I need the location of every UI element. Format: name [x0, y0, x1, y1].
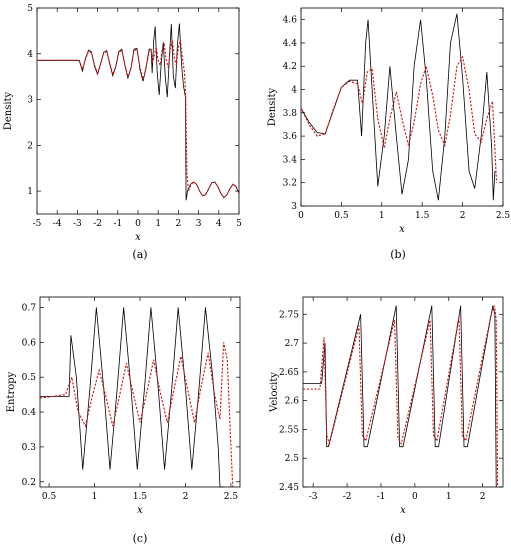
x-axis-label: x	[135, 232, 141, 243]
y-tick-label: 2.5	[285, 454, 300, 464]
x-tick-label: 0	[135, 219, 141, 229]
panel-a: -5 -4 -3 -2 -1 0 1 2 3 4 5 1 2 3 4 5 x Density (a)	[3, 4, 242, 261]
y-tick-label: 5	[27, 4, 33, 14]
y-tick-label: 3.6	[283, 132, 298, 142]
y-tick-label: 0.4	[22, 408, 37, 418]
x-tick-label: 3	[196, 219, 202, 229]
x-tick-label: 2	[480, 492, 486, 502]
x-tick-label: 0	[412, 492, 418, 502]
x-tick-label: 2.5	[496, 211, 511, 221]
y-tick-label: 3.2	[283, 179, 297, 189]
plot-frame	[302, 296, 504, 488]
x-tick-label: -1	[113, 219, 122, 229]
panel-b: 0 0.5 1 1.5 2 2.5 3 3.2 3.4 3.6 3.8 4 4.2 4.4 4.6 x Dens…	[267, 7, 511, 261]
y-tick-label: 2.65	[279, 368, 299, 378]
x-tick-label: 0	[298, 211, 304, 221]
panel-label: (a)	[132, 248, 147, 261]
numerical-solution-line	[39, 342, 234, 488]
x-tick-label: -5	[33, 219, 42, 229]
y-tick-label: 2	[27, 141, 33, 151]
x-tick-label: -2	[343, 492, 352, 502]
plot-frame	[300, 7, 504, 207]
numerical-solution-line	[37, 39, 240, 199]
y-tick-label: 0.3	[22, 443, 37, 453]
x-tick-label: 2.5	[224, 492, 239, 502]
numerical-solution-line	[300, 55, 498, 183]
x-axis-label: x	[399, 224, 405, 235]
x-tick-label: -1	[377, 492, 386, 502]
x-tick-label: 2	[183, 492, 189, 502]
y-tick-label: 4	[27, 50, 33, 60]
y-tick-label: 3.8	[283, 109, 298, 119]
exact-solution-line	[300, 13, 496, 201]
panel-label: (b)	[390, 248, 406, 261]
y-tick-label: 3	[27, 96, 33, 106]
x-tick-label: 1	[155, 219, 161, 229]
y-tick-label: 4.2	[283, 62, 297, 72]
panel-d: -3 -2 -1 0 1 2 2.45 2.5 2.55 2.6 2.65 2.7 2.75 x Veloc…	[269, 296, 504, 545]
x-tick-label: 0.5	[334, 211, 349, 221]
x-tick-label: 5	[236, 219, 242, 229]
y-axis-label: Velocity	[269, 372, 280, 413]
panel-label: (c)	[133, 532, 148, 545]
x-axis-label: x	[400, 505, 406, 516]
panel-c: 0.5 1 1.5 2 2.5 0.2 0.3 0.4 0.5 0.6 0.7 x Entropy (c)	[6, 296, 241, 545]
y-tick-label: 0.2	[22, 478, 36, 488]
panel-label: (d)	[390, 532, 406, 545]
exact-solution-line	[303, 305, 497, 488]
y-tick-label: 2.7	[285, 339, 300, 349]
x-tick-label: -3	[309, 492, 318, 502]
y-tick-label: 4.6	[283, 16, 298, 26]
plot-frame	[36, 7, 240, 215]
y-tick-label: 0.7	[22, 303, 37, 313]
y-tick-label: 0.5	[22, 373, 37, 383]
x-tick-label: 2	[460, 211, 466, 221]
y-tick-label: 0.6	[22, 338, 37, 348]
y-tick-label: 3.4	[283, 155, 298, 165]
y-tick-label: 4	[291, 86, 297, 96]
x-tick-label: -3	[73, 219, 82, 229]
y-tick-label: 2.6	[285, 397, 300, 407]
y-axis-label: Entropy	[6, 371, 17, 412]
y-tick-label: 4.4	[283, 39, 298, 49]
y-tick-label: 2.45	[279, 483, 299, 493]
x-tick-label: 1	[446, 492, 452, 502]
x-tick-label: -2	[93, 219, 102, 229]
plot-frame	[39, 296, 241, 488]
numerical-solution-line	[303, 305, 499, 488]
y-tick-label: 1	[27, 187, 33, 197]
x-tick-label: 2	[176, 219, 182, 229]
x-tick-label: 1	[92, 492, 98, 502]
x-axis-label: x	[137, 505, 143, 516]
x-tick-label: 1.5	[415, 211, 430, 221]
x-tick-label: 4	[216, 219, 222, 229]
exact-solution-line	[37, 23, 240, 201]
y-tick-label: 2.75	[279, 310, 299, 320]
x-tick-label: 1.5	[133, 492, 148, 502]
x-tick-label: 1	[379, 211, 385, 221]
y-tick-label: 2.55	[279, 425, 299, 435]
y-tick-label: 3	[291, 202, 297, 212]
exact-solution-line	[40, 307, 224, 488]
y-axis-label: Density	[267, 87, 278, 126]
x-tick-label: 0.5	[42, 492, 57, 502]
x-tick-label: -4	[53, 219, 62, 229]
y-axis-label: Density	[3, 91, 14, 130]
